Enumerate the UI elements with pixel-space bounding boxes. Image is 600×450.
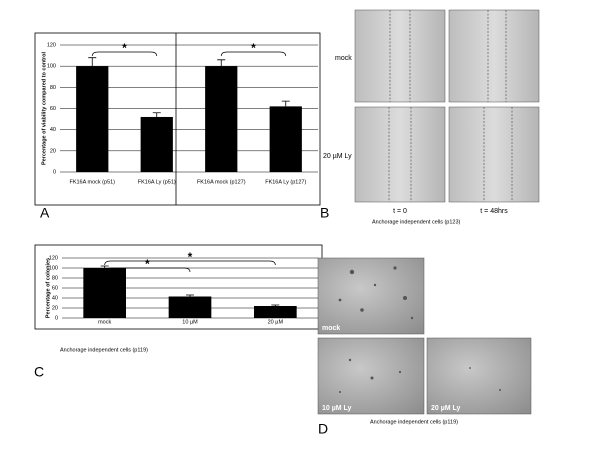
y-tick-label: 80	[50, 85, 56, 91]
image	[426, 337, 532, 415]
y-tick-label: 60	[50, 106, 56, 112]
x-tick-label: FK16A Ly (p51)	[138, 179, 176, 185]
significance-bracket	[220, 51, 287, 57]
x-tick-label: FK16A mock (p51)	[69, 179, 115, 185]
x-tick-label: FK16A Ly (p127)	[265, 179, 306, 185]
chart-frame	[34, 32, 321, 206]
significance-bracket	[91, 51, 158, 57]
error-bar	[271, 304, 280, 306]
image	[354, 106, 446, 203]
y-tick-label: 40	[52, 295, 58, 301]
y-tick-label: 80	[52, 275, 58, 281]
panel-d: mock 10 µM Ly 20 µM Ly Anchorage indepen…	[317, 257, 532, 437]
error-bar	[100, 265, 109, 268]
y-tick-label: 0	[55, 315, 58, 321]
panel-label: A	[40, 205, 50, 221]
x-tick-label: 20 µM	[268, 319, 284, 325]
error-bar	[186, 294, 194, 297]
x-tick-label: FK16A mock (p127)	[197, 179, 246, 185]
y-axis-label: Percentage of colonies	[45, 258, 51, 318]
column-label: t = 48hrs	[480, 208, 508, 215]
error-bar	[217, 59, 226, 67]
y-tick-label: 60	[52, 285, 58, 291]
significance-star: *	[251, 41, 256, 55]
y-tick-label: 0	[53, 169, 56, 175]
scratch-lines	[388, 10, 513, 202]
image-label: 20 µM Ly	[431, 405, 461, 412]
bar	[76, 66, 109, 172]
error-bar	[88, 57, 97, 67]
significance-bracket	[104, 267, 191, 273]
bar	[269, 106, 302, 172]
y-tick-label: 40	[50, 127, 56, 133]
y-tick-label: 100	[47, 64, 56, 70]
y-tick-label: 20	[50, 148, 56, 154]
significance-star: *	[122, 41, 127, 55]
panel-b: mock 20 µM Ly t = 0 t = 48hrs Anchorage …	[320, 9, 540, 225]
significance-star: *	[188, 250, 193, 264]
caption: Anchorage independent cells (p119)	[370, 419, 458, 425]
bar	[83, 268, 126, 318]
panel-label: C	[34, 364, 44, 380]
row-label: 20 µM Ly	[323, 153, 352, 160]
panel-label: D	[318, 421, 328, 437]
caption: Anchorage independent cells (p123)	[372, 219, 461, 225]
bar	[254, 306, 297, 318]
x-tick-label: mock	[98, 319, 111, 325]
image	[354, 9, 446, 103]
bar	[140, 116, 173, 172]
image	[317, 257, 425, 335]
bar	[205, 66, 238, 172]
significance-bracket	[104, 260, 276, 266]
significance-star: *	[145, 257, 150, 271]
image-label: mock	[322, 325, 340, 332]
y-axis-label: Percentage of viability compared to cont…	[41, 51, 47, 165]
image	[448, 9, 540, 103]
image	[448, 106, 540, 203]
y-tick-label: 120	[49, 255, 58, 261]
y-tick-label: 100	[49, 265, 58, 271]
colonies	[338, 266, 501, 393]
error-bar	[281, 100, 290, 107]
column-label: t = 0	[393, 208, 407, 215]
row-label: mock	[335, 55, 352, 62]
image-label: 10 µM Ly	[322, 405, 352, 412]
caption: Anchorage independent cells (p119)	[60, 347, 148, 353]
x-tick-label: 10 µM	[182, 319, 198, 325]
image	[317, 337, 425, 415]
y-tick-label: 120	[47, 42, 56, 48]
error-bar	[152, 112, 161, 117]
y-tick-label: 20	[52, 305, 58, 311]
bar	[168, 296, 212, 318]
panel-label: B	[320, 205, 329, 221]
